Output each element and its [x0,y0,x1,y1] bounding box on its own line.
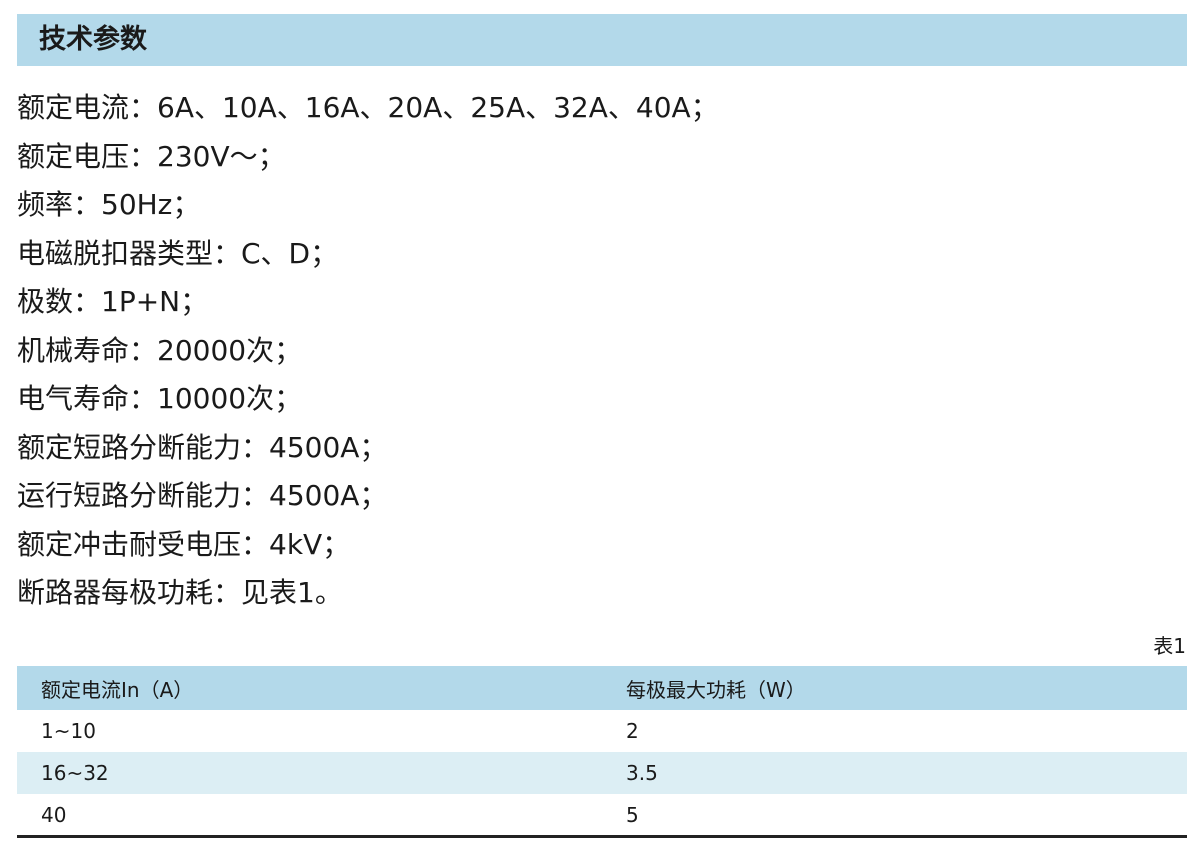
cell-power: 3.5 [602,752,1187,794]
cell-current: 16~32 [17,752,602,794]
spec-service-breaking: 运行短路分断能力：4500A； [17,479,388,512]
spec-mechanical-life: 机械寿命：20000次； [17,333,303,367]
spec-rated-breaking: 额定短路分断能力：4500A； [17,430,388,464]
cell-power: 5 [626,803,639,827]
table-header-row: 额定电流In（A） 每极最大功耗（W） [17,666,1187,710]
spec-impulse-voltage: 额定冲击耐受电压：4kV； [17,527,351,561]
spec-power-loss: 断路器每极功耗：见表1。 [17,576,343,609]
spec-poles: 极数：1P+N； [17,285,209,318]
table-row: 40 5 [17,794,1187,836]
section-title-bar: 技术参数 [17,14,1187,66]
spec-rated-voltage: 额定电压：230V～； [17,139,286,173]
header-max-power-loss: 每极最大功耗（W） [602,666,1187,710]
table-row: 1~10 2 [17,710,1187,752]
table-bottom-rule [17,835,1187,838]
spec-electrical-life: 电气寿命：10000次； [17,382,303,415]
cell-power: 2 [626,719,639,743]
section-title: 技术参数 [39,24,147,55]
spec-trip-type: 电磁脱扣器类型：C、D； [17,236,339,270]
table-caption: 表1 [1153,634,1186,658]
cell-current: 40 [41,803,67,827]
spec-list: 额定电流：6A、10A、16A、20A、25A、32A、40A； 额定电压：23… [17,84,719,618]
cell-current: 1~10 [41,719,96,743]
spec-rated-current: 额定电流：6A、10A、16A、20A、25A、32A、40A； [17,91,719,124]
power-loss-table: 额定电流In（A） 每极最大功耗（W） 1~10 2 16~32 3.5 40 … [17,666,1187,836]
header-rated-current: 额定电流In（A） [17,666,602,710]
table-row: 16~32 3.5 [17,752,1187,794]
spec-frequency: 频率：50Hz； [17,188,201,221]
